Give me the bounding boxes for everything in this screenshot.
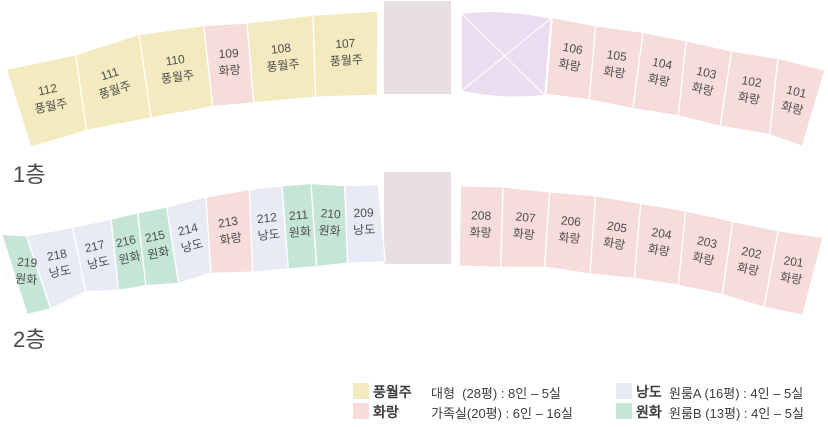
svg-text:화랑: 화랑 [512, 226, 535, 242]
svg-text:110: 110 [165, 52, 186, 68]
svg-text:풍월주: 풍월주 [329, 53, 363, 69]
svg-text:108: 108 [270, 41, 292, 57]
svg-text:212: 212 [256, 210, 278, 226]
svg-text:209: 209 [353, 206, 374, 221]
svg-text:원화: 원화 [15, 272, 38, 287]
svg-text:낭도: 낭도 [353, 223, 376, 238]
svg-text:낭도: 낭도 [257, 227, 280, 243]
svg-text:211: 211 [288, 207, 309, 223]
svg-text:107: 107 [335, 36, 356, 51]
svg-text:원화: 원화 [288, 224, 311, 240]
svg-text:207: 207 [515, 209, 537, 225]
svg-text:109: 109 [218, 46, 239, 61]
svg-text:206: 206 [560, 213, 581, 229]
svg-text:105: 105 [606, 47, 628, 64]
svg-text:201: 201 [783, 253, 805, 270]
svg-text:219: 219 [17, 255, 38, 270]
svg-text:208: 208 [471, 208, 492, 223]
svg-text:화랑: 화랑 [558, 230, 581, 246]
svg-text:원화: 원화 [318, 223, 341, 238]
svg-text:화랑: 화랑 [469, 225, 491, 240]
svg-text:화랑: 화랑 [218, 63, 241, 78]
svg-text:210: 210 [320, 206, 341, 221]
